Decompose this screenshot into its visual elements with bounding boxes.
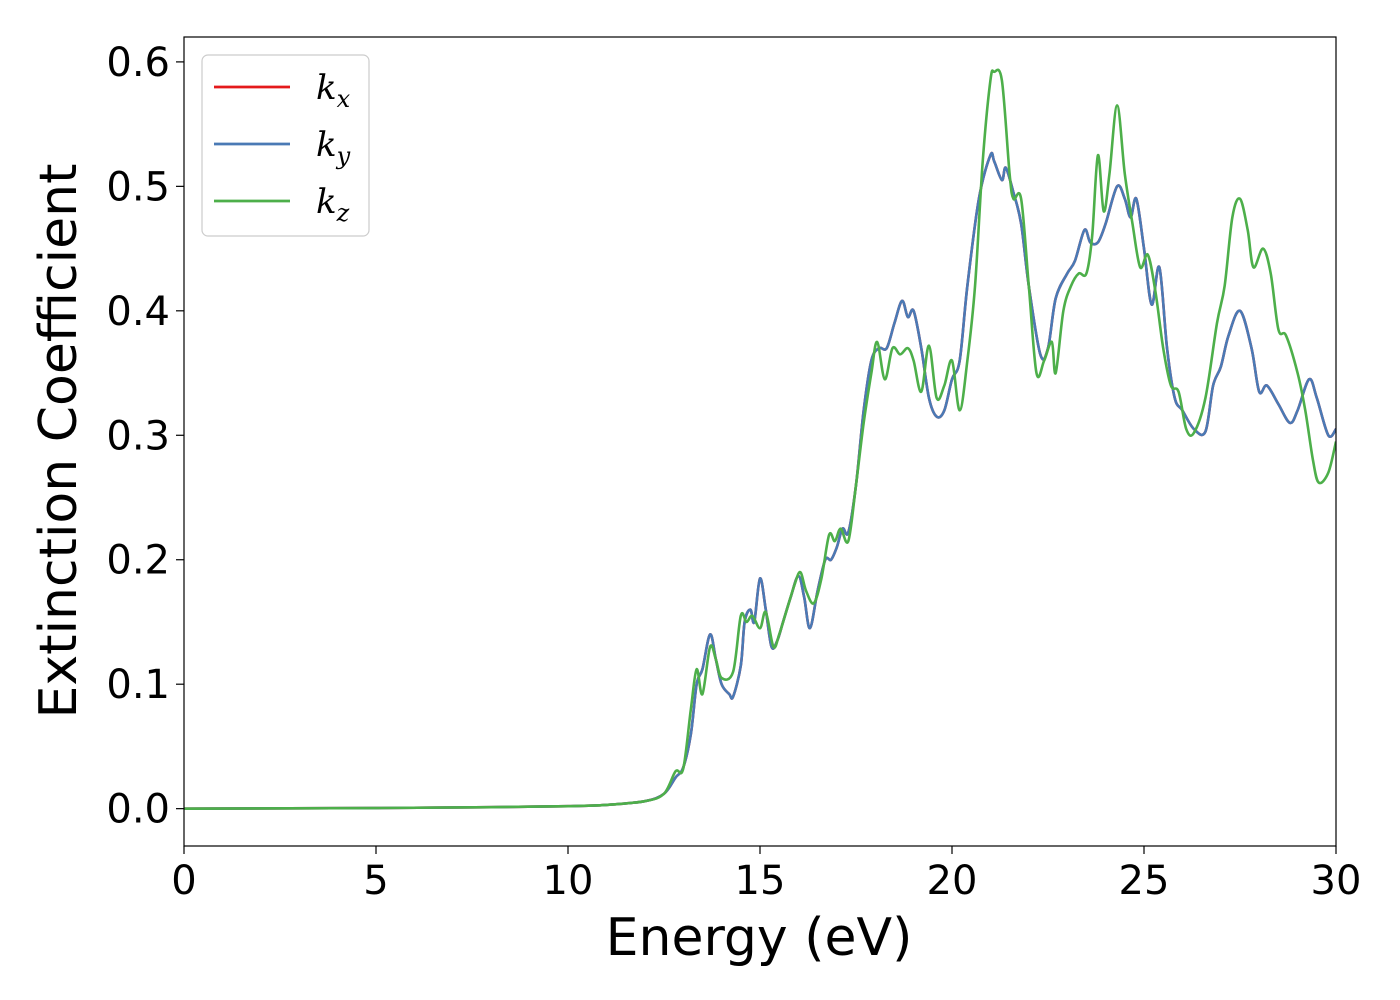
series-line-kz — [184, 68, 1336, 810]
x-tick-label: 10 — [543, 858, 594, 904]
legend-label-kx: kx — [316, 68, 351, 113]
legend-label-ky: ky — [316, 125, 351, 170]
x-tick-label: 25 — [1119, 858, 1170, 904]
y-tick-label: 0.4 — [106, 289, 170, 335]
x-tick-label: 20 — [927, 858, 978, 904]
y-tick-label: 0.5 — [106, 164, 170, 210]
series-line-kx — [184, 151, 1336, 810]
y-tick-label: 0.3 — [106, 413, 170, 459]
x-axis-label: Energy (eV) — [606, 908, 913, 968]
axes-layer: 0 5 10 15 20 25 30 0.0 0.1 0.2 0.3 0.4 0.5 0.6 — [106, 36, 1362, 904]
series-layer — [184, 68, 1336, 810]
legend-box — [201, 54, 370, 237]
legend: kx ky kz — [201, 54, 370, 237]
x-tick-label: 0 — [171, 858, 196, 904]
x-tick-label: 30 — [1311, 858, 1362, 904]
legend-label-kz: kz — [316, 182, 350, 227]
y-axis-label: Extinction Coefficient — [29, 164, 89, 719]
x-tick-label: 5 — [363, 858, 388, 904]
y-tick-label: 0.1 — [106, 662, 170, 708]
y-tick-label: 0.2 — [106, 538, 170, 584]
x-tick-label: 15 — [735, 858, 786, 904]
series-line-ky — [184, 151, 1336, 810]
y-tick-label: 0.6 — [106, 40, 170, 86]
y-tick-label: 0.0 — [106, 787, 170, 833]
